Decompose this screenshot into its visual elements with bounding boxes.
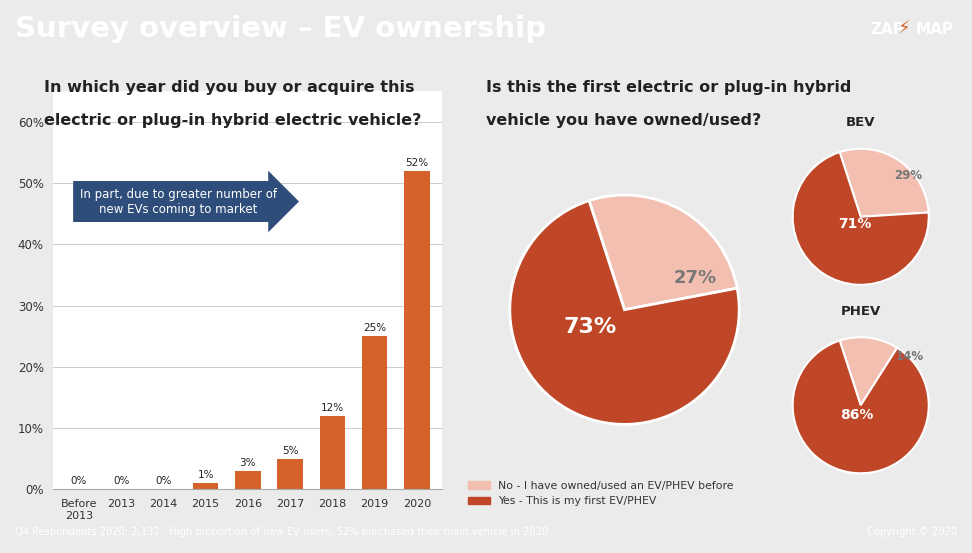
Bar — [320, 416, 345, 489]
Bar — [362, 336, 387, 489]
Text: 27%: 27% — [674, 269, 717, 286]
Text: 14%: 14% — [895, 349, 923, 363]
Text: ZAP: ZAP — [870, 22, 904, 36]
Text: Survey overview – EV ownership: Survey overview – EV ownership — [15, 15, 545, 43]
Text: Q4 Respondents 2020: 2,132 . High proportion of new EV users; 52% purchased thei: Q4 Respondents 2020: 2,132 . High propor… — [15, 527, 548, 538]
Text: 0%: 0% — [113, 476, 129, 486]
Text: 1%: 1% — [197, 470, 214, 480]
Text: In which year did you buy or acquire this: In which year did you buy or acquire thi… — [44, 80, 414, 95]
Wedge shape — [840, 149, 928, 217]
Text: 86%: 86% — [841, 409, 874, 422]
Text: In part, due to greater number of
new EVs coming to market: In part, due to greater number of new EV… — [80, 187, 277, 216]
Wedge shape — [589, 195, 737, 310]
Text: Copyright © 2020: Copyright © 2020 — [867, 527, 957, 538]
Text: 3%: 3% — [240, 458, 256, 468]
Bar — [277, 459, 303, 489]
Text: 52%: 52% — [405, 158, 429, 168]
Text: 0%: 0% — [156, 476, 171, 486]
Text: Is this the first electric or plug-in hybrid: Is this the first electric or plug-in hy… — [486, 80, 851, 95]
Text: 71%: 71% — [839, 217, 872, 231]
Bar — [235, 471, 260, 489]
Text: 0%: 0% — [71, 476, 87, 486]
Title: BEV: BEV — [846, 116, 876, 129]
Text: 12%: 12% — [321, 403, 344, 413]
Wedge shape — [840, 337, 897, 405]
Text: vehicle you have owned/used?: vehicle you have owned/used? — [486, 113, 761, 128]
Legend: No - I have owned/used an EV/PHEV before, Yes - This is my first EV/PHEV: No - I have owned/used an EV/PHEV before… — [464, 477, 738, 511]
Text: MAP: MAP — [916, 22, 954, 36]
Text: ⚡: ⚡ — [897, 20, 910, 38]
Text: 25%: 25% — [364, 323, 386, 333]
Text: 73%: 73% — [564, 317, 616, 337]
Bar — [192, 483, 219, 489]
Wedge shape — [793, 152, 928, 285]
Text: 29%: 29% — [894, 169, 922, 182]
Title: PHEV: PHEV — [841, 305, 881, 317]
Text: electric or plug-in hybrid electric vehicle?: electric or plug-in hybrid electric vehi… — [44, 113, 421, 128]
Wedge shape — [793, 341, 929, 473]
Text: 5%: 5% — [282, 446, 298, 456]
Wedge shape — [510, 201, 739, 424]
Bar — [404, 171, 430, 489]
